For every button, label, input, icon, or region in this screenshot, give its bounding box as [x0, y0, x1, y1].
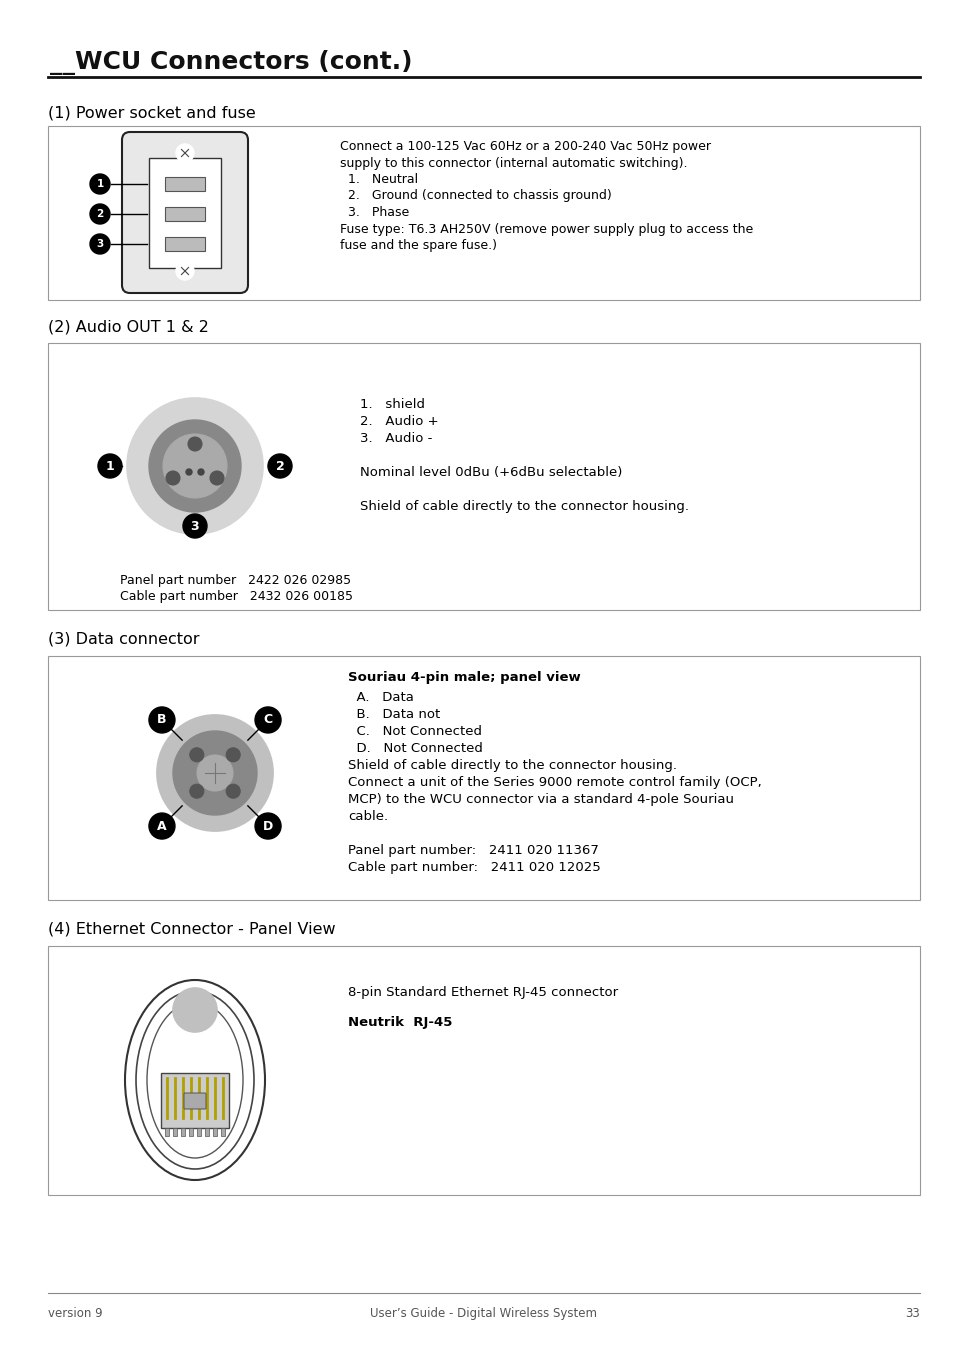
Text: D: D [263, 820, 273, 832]
Circle shape [226, 784, 240, 798]
Bar [189, 1128, 193, 1136]
Text: 2: 2 [96, 209, 104, 219]
Text: 3.   Audio -: 3. Audio - [359, 432, 432, 444]
Circle shape [190, 784, 204, 798]
Bar [196, 1128, 201, 1136]
Text: C: C [263, 713, 273, 727]
Text: 33: 33 [904, 1306, 919, 1320]
Circle shape [186, 469, 192, 476]
Circle shape [127, 399, 263, 534]
Text: User’s Guide - Digital Wireless System: User’s Guide - Digital Wireless System [370, 1306, 597, 1320]
Text: C.   Not Connected: C. Not Connected [348, 725, 481, 738]
Circle shape [149, 813, 174, 839]
Text: Connect a 100-125 Vac 60Hz or a 200-240 Vac 50Hz power: Connect a 100-125 Vac 60Hz or a 200-240 … [339, 141, 710, 153]
Text: Panel part number:   2411 020 11367: Panel part number: 2411 020 11367 [348, 844, 598, 857]
Text: B.   Data not: B. Data not [348, 708, 439, 721]
Circle shape [190, 748, 204, 762]
Text: __WCU Connectors (cont.): __WCU Connectors (cont.) [50, 50, 412, 76]
Text: 2.   Ground (connected to chassis ground): 2. Ground (connected to chassis ground) [339, 189, 611, 203]
Circle shape [145, 703, 285, 843]
Ellipse shape [136, 992, 253, 1169]
Text: Neutrik  RJ-45: Neutrik RJ-45 [348, 1016, 452, 1029]
Circle shape [172, 731, 256, 815]
Circle shape [183, 513, 207, 538]
Text: D.   Not Connected: D. Not Connected [348, 742, 482, 755]
Text: Nominal level 0dBu (+6dBu selectable): Nominal level 0dBu (+6dBu selectable) [359, 466, 621, 480]
Circle shape [149, 420, 241, 512]
Circle shape [112, 384, 276, 549]
Bar [213, 1128, 216, 1136]
Text: Cable part number:   2411 020 12025: Cable part number: 2411 020 12025 [348, 861, 600, 874]
Text: 3: 3 [96, 239, 104, 249]
Text: Panel part number   2422 026 02985: Panel part number 2422 026 02985 [120, 574, 351, 586]
Circle shape [188, 436, 202, 451]
Circle shape [210, 471, 224, 485]
Bar [149, 158, 221, 267]
Bar [48, 126, 919, 300]
Text: Connect a unit of the Series 9000 remote control family (OCP,: Connect a unit of the Series 9000 remote… [348, 775, 760, 789]
Text: 1.   Neutral: 1. Neutral [339, 173, 417, 186]
Circle shape [90, 204, 110, 224]
Text: 2.   Audio +: 2. Audio + [359, 415, 438, 428]
Text: Fuse type: T6.3 AH250V (remove power supply plug to access the: Fuse type: T6.3 AH250V (remove power sup… [339, 223, 753, 235]
Text: A: A [157, 820, 167, 832]
Circle shape [172, 988, 216, 1032]
Text: (2) Audio OUT 1 & 2: (2) Audio OUT 1 & 2 [48, 320, 209, 335]
Bar [172, 1128, 177, 1136]
Circle shape [90, 174, 110, 195]
Text: cable.: cable. [348, 811, 388, 823]
Circle shape [268, 454, 292, 478]
Circle shape [175, 145, 193, 162]
Text: 2: 2 [275, 459, 284, 473]
FancyBboxPatch shape [184, 1093, 206, 1109]
Bar [165, 177, 205, 190]
Circle shape [175, 262, 193, 280]
Bar [181, 1128, 185, 1136]
Text: MCP) to the WCU connector via a standard 4-pole Souriau: MCP) to the WCU connector via a standard… [348, 793, 733, 807]
Circle shape [90, 234, 110, 254]
Text: Souriau 4-pin male; panel view: Souriau 4-pin male; panel view [348, 671, 580, 684]
Bar [165, 236, 205, 251]
Text: 3: 3 [191, 520, 199, 532]
Bar [205, 1128, 209, 1136]
Text: supply to this connector (internal automatic switching).: supply to this connector (internal autom… [339, 157, 687, 169]
Text: (1) Power socket and fuse: (1) Power socket and fuse [48, 105, 255, 120]
Bar [48, 946, 919, 1196]
Text: 8-pin Standard Ethernet RJ-45 connector: 8-pin Standard Ethernet RJ-45 connector [348, 986, 618, 998]
Text: version 9: version 9 [48, 1306, 103, 1320]
Circle shape [196, 755, 233, 790]
Circle shape [149, 707, 174, 734]
Text: 1: 1 [106, 459, 114, 473]
Text: 1.   shield: 1. shield [359, 399, 424, 411]
Circle shape [254, 813, 281, 839]
Bar [165, 207, 205, 222]
Text: Shield of cable directly to the connector housing.: Shield of cable directly to the connecto… [359, 500, 688, 513]
Text: (4) Ethernet Connector - Panel View: (4) Ethernet Connector - Panel View [48, 921, 335, 938]
Circle shape [98, 454, 122, 478]
Circle shape [198, 469, 204, 476]
Circle shape [226, 748, 240, 762]
Text: (3) Data connector: (3) Data connector [48, 632, 199, 647]
Text: fuse and the spare fuse.): fuse and the spare fuse.) [339, 239, 497, 253]
Text: Shield of cable directly to the connector housing.: Shield of cable directly to the connecto… [348, 759, 677, 771]
Bar [165, 1128, 169, 1136]
Text: B: B [157, 713, 167, 727]
Circle shape [157, 715, 273, 831]
Text: 1: 1 [96, 178, 104, 189]
Bar [48, 343, 919, 611]
Text: 3.   Phase: 3. Phase [339, 205, 409, 219]
Bar [161, 1073, 229, 1128]
FancyBboxPatch shape [122, 132, 248, 293]
Text: A.   Data: A. Data [348, 690, 414, 704]
Text: Cable part number   2432 026 00185: Cable part number 2432 026 00185 [120, 590, 353, 603]
Ellipse shape [125, 979, 265, 1179]
Bar [48, 657, 919, 900]
Circle shape [254, 707, 281, 734]
Circle shape [166, 471, 180, 485]
Bar [221, 1128, 225, 1136]
Circle shape [163, 434, 227, 499]
Ellipse shape [147, 1002, 243, 1158]
